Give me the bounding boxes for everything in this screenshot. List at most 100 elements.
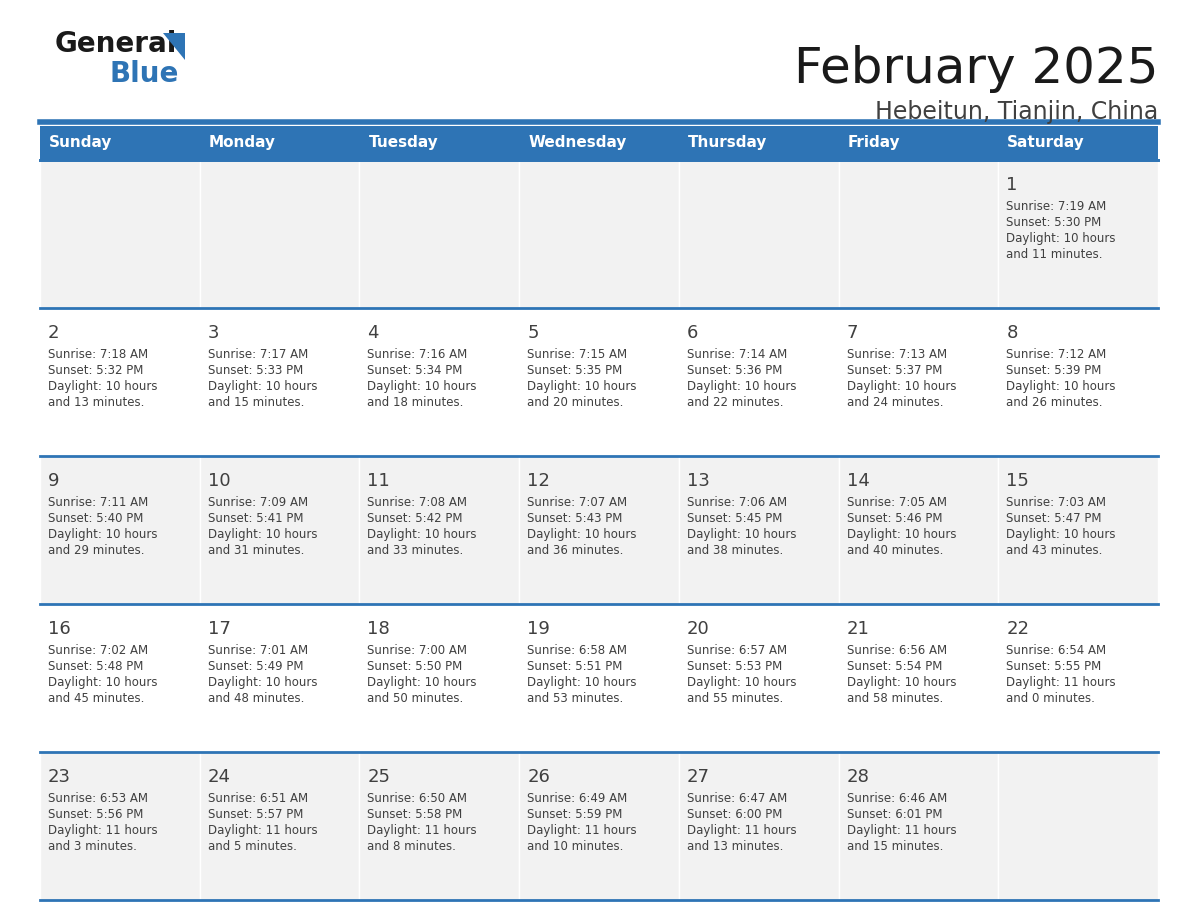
Bar (998, 160, 1158, 308)
Text: and 5 minutes.: and 5 minutes. (208, 840, 297, 853)
Text: February 2025: February 2025 (794, 45, 1158, 93)
Text: Sunset: 5:30 PM: Sunset: 5:30 PM (1006, 216, 1101, 229)
Bar (200, 604, 360, 752)
Text: Sunrise: 7:15 AM: Sunrise: 7:15 AM (527, 348, 627, 361)
Text: Daylight: 11 hours: Daylight: 11 hours (367, 824, 478, 837)
Text: Daylight: 10 hours: Daylight: 10 hours (367, 676, 476, 689)
Text: and 38 minutes.: and 38 minutes. (687, 544, 783, 557)
Text: Sunrise: 7:11 AM: Sunrise: 7:11 AM (48, 496, 148, 509)
Bar (200, 308, 360, 456)
Text: Daylight: 10 hours: Daylight: 10 hours (367, 528, 476, 541)
Text: Daylight: 11 hours: Daylight: 11 hours (48, 824, 158, 837)
Text: 11: 11 (367, 472, 390, 490)
Text: Sunset: 5:40 PM: Sunset: 5:40 PM (48, 512, 144, 525)
Text: Sunset: 6:00 PM: Sunset: 6:00 PM (687, 808, 782, 821)
Text: Sunday: Sunday (49, 136, 113, 151)
Text: Daylight: 11 hours: Daylight: 11 hours (847, 824, 956, 837)
Text: Sunset: 5:58 PM: Sunset: 5:58 PM (367, 808, 462, 821)
Text: 12: 12 (527, 472, 550, 490)
Bar (40, 126, 200, 160)
Text: Sunset: 5:37 PM: Sunset: 5:37 PM (847, 364, 942, 377)
Text: Sunset: 5:45 PM: Sunset: 5:45 PM (687, 512, 782, 525)
Text: and 36 minutes.: and 36 minutes. (527, 544, 624, 557)
Text: 28: 28 (847, 768, 870, 786)
Text: Sunrise: 6:49 AM: Sunrise: 6:49 AM (527, 792, 627, 805)
Bar (519, 752, 678, 900)
Text: Daylight: 10 hours: Daylight: 10 hours (527, 528, 637, 541)
Bar (200, 752, 360, 900)
Text: Daylight: 10 hours: Daylight: 10 hours (48, 676, 158, 689)
Text: 25: 25 (367, 768, 391, 786)
Text: Sunrise: 7:12 AM: Sunrise: 7:12 AM (1006, 348, 1106, 361)
Text: Sunset: 5:57 PM: Sunset: 5:57 PM (208, 808, 303, 821)
Text: 6: 6 (687, 324, 699, 342)
Text: 8: 8 (1006, 324, 1018, 342)
Text: Sunrise: 6:57 AM: Sunrise: 6:57 AM (687, 644, 786, 657)
Text: Daylight: 10 hours: Daylight: 10 hours (1006, 528, 1116, 541)
Text: Sunset: 5:32 PM: Sunset: 5:32 PM (48, 364, 144, 377)
Text: Sunset: 5:55 PM: Sunset: 5:55 PM (1006, 660, 1101, 673)
Text: Daylight: 11 hours: Daylight: 11 hours (527, 824, 637, 837)
Text: Sunrise: 7:18 AM: Sunrise: 7:18 AM (48, 348, 148, 361)
Text: and 58 minutes.: and 58 minutes. (847, 692, 943, 705)
Bar (678, 308, 839, 456)
Text: and 0 minutes.: and 0 minutes. (1006, 692, 1095, 705)
Text: 15: 15 (1006, 472, 1029, 490)
Text: and 20 minutes.: and 20 minutes. (527, 396, 624, 409)
Text: Saturday: Saturday (1007, 136, 1085, 151)
Bar (360, 160, 519, 308)
Text: Sunset: 5:59 PM: Sunset: 5:59 PM (527, 808, 623, 821)
Text: Daylight: 10 hours: Daylight: 10 hours (527, 380, 637, 393)
Text: Sunset: 5:34 PM: Sunset: 5:34 PM (367, 364, 463, 377)
Text: Daylight: 10 hours: Daylight: 10 hours (687, 676, 796, 689)
Text: General: General (55, 30, 177, 58)
Text: Sunrise: 7:16 AM: Sunrise: 7:16 AM (367, 348, 468, 361)
Bar (998, 456, 1158, 604)
Text: Daylight: 10 hours: Daylight: 10 hours (208, 528, 317, 541)
Text: Daylight: 10 hours: Daylight: 10 hours (687, 528, 796, 541)
Text: Sunrise: 6:50 AM: Sunrise: 6:50 AM (367, 792, 467, 805)
Text: 20: 20 (687, 620, 709, 638)
Text: Sunrise: 6:47 AM: Sunrise: 6:47 AM (687, 792, 788, 805)
Bar (678, 456, 839, 604)
Bar (40, 752, 200, 900)
Bar (998, 604, 1158, 752)
Text: 4: 4 (367, 324, 379, 342)
Text: and 55 minutes.: and 55 minutes. (687, 692, 783, 705)
Bar (998, 752, 1158, 900)
Bar (678, 126, 839, 160)
Text: and 8 minutes.: and 8 minutes. (367, 840, 456, 853)
Text: Daylight: 10 hours: Daylight: 10 hours (687, 380, 796, 393)
Text: Sunset: 5:41 PM: Sunset: 5:41 PM (208, 512, 303, 525)
Bar (40, 308, 200, 456)
Text: Sunset: 5:35 PM: Sunset: 5:35 PM (527, 364, 623, 377)
Text: Sunrise: 7:08 AM: Sunrise: 7:08 AM (367, 496, 467, 509)
Text: Sunrise: 6:53 AM: Sunrise: 6:53 AM (48, 792, 148, 805)
Bar (839, 604, 998, 752)
Text: Sunrise: 7:13 AM: Sunrise: 7:13 AM (847, 348, 947, 361)
Text: 2: 2 (48, 324, 59, 342)
Text: Tuesday: Tuesday (368, 136, 438, 151)
Text: Sunset: 5:49 PM: Sunset: 5:49 PM (208, 660, 303, 673)
Bar (839, 308, 998, 456)
Bar (519, 126, 678, 160)
Text: Sunrise: 7:06 AM: Sunrise: 7:06 AM (687, 496, 786, 509)
Bar (678, 160, 839, 308)
Text: Sunset: 5:54 PM: Sunset: 5:54 PM (847, 660, 942, 673)
Text: Friday: Friday (847, 136, 901, 151)
Bar (360, 126, 519, 160)
Text: Daylight: 11 hours: Daylight: 11 hours (687, 824, 796, 837)
Text: and 15 minutes.: and 15 minutes. (847, 840, 943, 853)
Bar (360, 456, 519, 604)
Text: Daylight: 10 hours: Daylight: 10 hours (1006, 232, 1116, 245)
Text: Sunrise: 6:46 AM: Sunrise: 6:46 AM (847, 792, 947, 805)
Text: Wednesday: Wednesday (529, 136, 626, 151)
Text: and 13 minutes.: and 13 minutes. (48, 396, 145, 409)
Text: 9: 9 (48, 472, 59, 490)
Text: Daylight: 10 hours: Daylight: 10 hours (847, 676, 956, 689)
Bar (40, 456, 200, 604)
Bar (998, 308, 1158, 456)
Text: Sunrise: 7:14 AM: Sunrise: 7:14 AM (687, 348, 788, 361)
Text: Daylight: 10 hours: Daylight: 10 hours (208, 380, 317, 393)
Bar (360, 308, 519, 456)
